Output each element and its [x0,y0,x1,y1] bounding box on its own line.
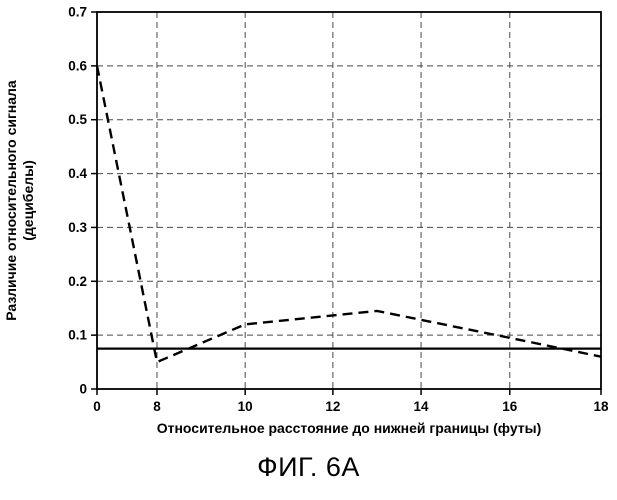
x-tick-label: 8 [153,399,161,414]
x-tick-label: 16 [502,399,518,414]
y-tick-label: 0.1 [68,328,87,343]
x-tick-label: 12 [325,399,340,414]
x-tick-label: 10 [238,399,253,414]
y-tick-label: 0.4 [68,166,87,181]
y-tick-label: 0.6 [68,58,87,73]
y-tick-label: 0.2 [68,274,87,289]
y-tick-label: 0.7 [68,5,87,20]
figure-caption: ФИГ. 6А [257,452,360,482]
x-tick-label: 18 [593,399,609,414]
y-axis-label: Различие относительного сигнала(децибелы… [3,80,36,321]
x-tick-label: 14 [414,399,430,414]
signal-difference-curve [95,65,602,364]
x-axis-label: Относительное расстояние до нижней грани… [157,420,542,436]
y-tick-label: 0 [79,382,87,397]
plot-frame [96,11,602,390]
y-tick-label: 0.3 [68,220,87,235]
y-tick-label: 0.5 [68,112,87,127]
x-tick-label: 0 [93,399,101,414]
chart-svg: 0 0.1 0.2 0.3 0.4 0.5 0.6 0.7 0 8 10 12 14 16 18 Относи… [3,5,609,437]
